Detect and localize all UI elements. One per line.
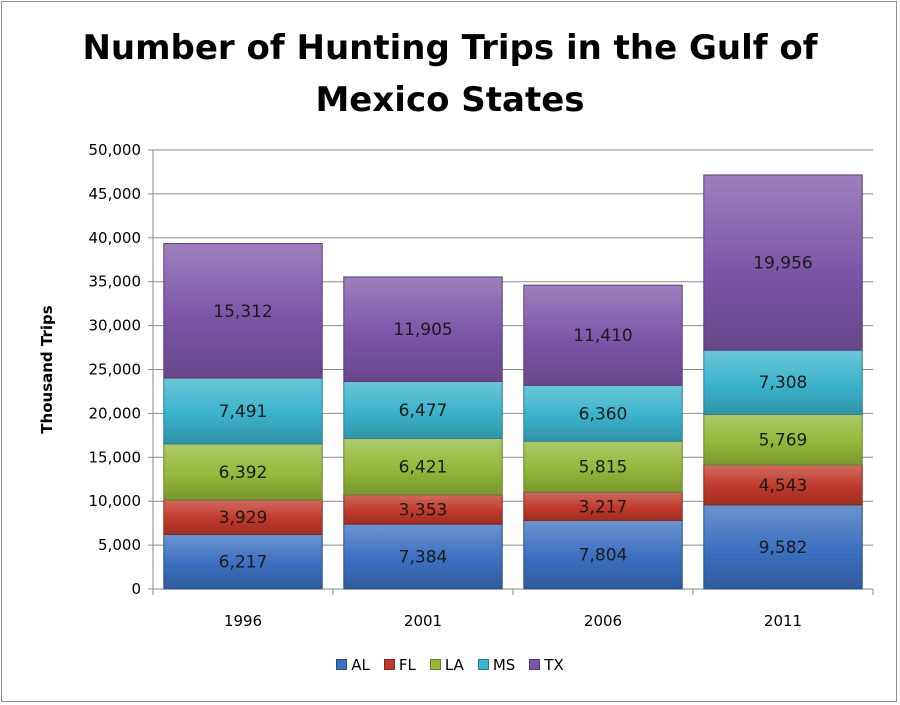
data-labels: 6,217 3,929 6,392 7,491 15,312 7,384 3,353 6,42…: [213, 254, 812, 573]
x-tick-label: 2001: [404, 612, 442, 630]
legend-label: LA: [444, 656, 464, 674]
data-label: 3,929: [219, 508, 268, 528]
y-tick-label: 25,000: [89, 361, 142, 379]
legend-swatch: [529, 659, 541, 670]
bar-segment-al-2006: [523, 519, 683, 590]
legend-swatch: [336, 659, 348, 670]
y-axis-label: Thousand Trips: [38, 305, 56, 433]
data-label: 11,410: [573, 326, 632, 346]
data-label: 6,392: [219, 463, 268, 483]
y-tick-label: 20,000: [89, 404, 142, 422]
data-label: 5,769: [759, 431, 808, 451]
chart-title: Number of Hunting Trips in the Gulf of M…: [0, 22, 900, 126]
bar-segment-ms-2011: [703, 349, 863, 415]
legend-label: AL: [351, 656, 370, 674]
legend-swatch: [383, 659, 395, 670]
bar-segment-fl-1996: [163, 499, 323, 535]
bar-segment-tx-2001: [343, 276, 503, 382]
y-tick-label: 40,000: [89, 229, 142, 247]
data-label: 3,217: [579, 497, 628, 517]
data-label: 7,491: [219, 402, 268, 422]
chart-title-line-1: Number of Hunting Trips in the Gulf of: [82, 28, 818, 68]
data-label: 3,353: [399, 500, 448, 520]
y-tick-label: 30,000: [89, 317, 142, 335]
legend-swatch: [429, 659, 441, 670]
bar-segment-tx-2006: [523, 284, 683, 386]
bar-segment-fl-2006: [523, 491, 683, 521]
x-tick-label: 2006: [584, 612, 622, 630]
data-label: 7,308: [759, 373, 808, 393]
data-label: 7,384: [399, 548, 448, 568]
data-label: 9,582: [759, 538, 808, 558]
data-label: 6,360: [579, 404, 628, 424]
y-tick-label: 35,000: [89, 273, 142, 291]
legend-label: FL: [398, 656, 416, 674]
x-tick-label: 2011: [764, 612, 802, 630]
bar-segment-tx-1996: [163, 243, 323, 379]
data-label: 6,217: [219, 553, 268, 573]
bar-segment-tx-2011: [703, 174, 863, 351]
y-tick-label: 0: [131, 580, 141, 598]
bar-segment-ms-1996: [163, 377, 323, 445]
data-label: 19,956: [753, 254, 812, 274]
bar-segment-la-2001: [343, 437, 503, 496]
bar-segment-al-2001: [343, 523, 503, 590]
bar-segment-al-1996: [163, 533, 323, 590]
data-label: 11,905: [393, 320, 452, 340]
bar-segment-ms-2006: [523, 384, 683, 442]
x-tick-label: 1996: [224, 612, 262, 630]
y-tick-label: 45,000: [89, 185, 142, 203]
legend-swatch: [477, 659, 489, 670]
legend-item-al: AL: [336, 656, 370, 674]
y-tick-label: 50,000: [89, 141, 142, 159]
bars: [163, 174, 863, 590]
bar-segment-ms-2001: [343, 380, 503, 439]
data-label: 6,421: [399, 458, 448, 478]
legend-item-la: LA: [429, 656, 464, 674]
y-tick-label: 15,000: [89, 448, 142, 466]
y-tick-label: 5,000: [98, 536, 141, 554]
legend-item-tx: TX: [529, 656, 564, 674]
legend: AL FL LA MS TX: [0, 656, 900, 674]
data-label: 15,312: [213, 302, 272, 322]
data-label: 5,815: [579, 458, 628, 478]
y-tick-label: 10,000: [89, 492, 142, 510]
legend-item-fl: FL: [383, 656, 416, 674]
legend-item-ms: MS: [477, 656, 516, 674]
legend-label: TX: [544, 656, 564, 674]
bar-segment-la-1996: [163, 443, 323, 501]
data-label: 7,804: [579, 546, 628, 566]
data-label: 6,477: [399, 401, 448, 421]
data-label: 4,543: [759, 476, 808, 496]
bar-segment-fl-2011: [703, 464, 863, 506]
bar-segment-la-2011: [703, 413, 863, 466]
legend-label: MS: [492, 656, 516, 674]
chart-title-line-2: Mexico States: [315, 80, 585, 120]
